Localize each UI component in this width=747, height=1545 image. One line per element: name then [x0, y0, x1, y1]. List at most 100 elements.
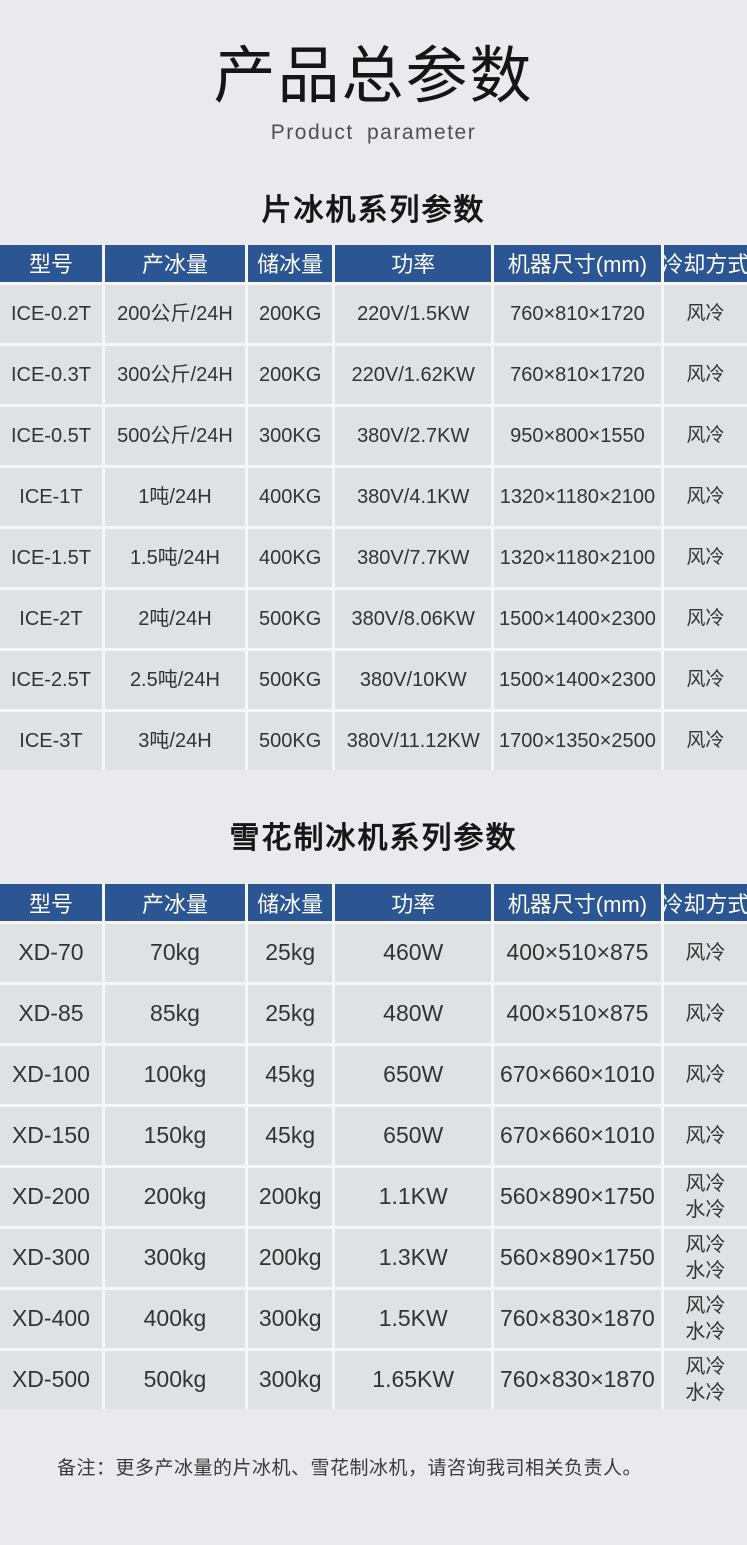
- production-column-header: 产冰量: [104, 244, 246, 282]
- cooling-cell: 风冷 水冷: [663, 1351, 747, 1410]
- cooling-cell: 风冷: [663, 1046, 747, 1105]
- storage-cell: 200KG: [248, 345, 333, 404]
- dimensions-cell: 760×810×1720: [494, 345, 661, 404]
- dimensions-column-header: 机器尺寸(mm): [494, 884, 661, 922]
- power-cell: 1.65KW: [335, 1351, 492, 1410]
- cooling-cell: 风冷: [663, 711, 747, 770]
- production-cell: 300kg: [104, 1229, 246, 1288]
- power-cell: 1.3KW: [335, 1229, 492, 1288]
- cooling-cell: 风冷: [663, 467, 747, 526]
- cooling-cell: 风冷: [663, 345, 747, 404]
- model-column-header: 型号: [0, 244, 102, 282]
- dimensions-cell: 560×890×1750: [494, 1168, 661, 1227]
- dimensions-cell: 760×830×1870: [494, 1290, 661, 1349]
- cooling-cell: 风冷: [663, 985, 747, 1044]
- dimensions-cell: 1320×1180×2100: [494, 467, 661, 526]
- storage-cell: 200KG: [248, 284, 333, 343]
- model-cell: XD-70: [0, 924, 102, 983]
- power-cell: 380V/2.7KW: [335, 406, 492, 465]
- storage-cell: 200kg: [248, 1168, 333, 1227]
- model-cell: ICE-2.5T: [0, 650, 102, 709]
- power-cell: 460W: [335, 924, 492, 983]
- production-cell: 1吨/24H: [104, 467, 246, 526]
- cooling-cell: 风冷: [663, 589, 747, 648]
- model-cell: XD-85: [0, 985, 102, 1044]
- flake-ice-section: 片冰机系列参数 型号 产冰量 储冰量 功率 机器尺寸(mm) 冷却方式 ICE-0.2T 20…: [0, 194, 747, 770]
- model-cell: ICE-0.3T: [0, 345, 102, 404]
- page: 产品总参数 Product parameter 片冰机系列参数 型号 产冰量 储冰量…: [0, 42, 747, 1480]
- model-column-header: 型号: [0, 884, 102, 922]
- storage-column-header: 储冰量: [248, 884, 333, 922]
- snowflake-ice-section-heading: 雪花制冰机系列参数: [229, 821, 518, 855]
- production-cell: 3吨/24H: [104, 711, 246, 770]
- power-cell: 220V/1.5KW: [335, 284, 492, 343]
- production-cell: 70kg: [104, 924, 246, 983]
- cooling-cell: 风冷: [663, 924, 747, 983]
- production-cell: 150kg: [104, 1107, 246, 1166]
- storage-cell: 25kg: [248, 924, 333, 983]
- production-cell: 2吨/24H: [104, 589, 246, 648]
- production-cell: 200公斤/24H: [104, 284, 246, 343]
- storage-cell: 45kg: [248, 1046, 333, 1105]
- production-cell: 2.5吨/24H: [104, 650, 246, 709]
- power-cell: 380V/8.06KW: [335, 589, 492, 648]
- power-cell: 1.1KW: [335, 1168, 492, 1227]
- production-cell: 85kg: [104, 985, 246, 1044]
- model-cell: ICE-1T: [0, 467, 102, 526]
- power-cell: 380V/11.12KW: [335, 711, 492, 770]
- storage-cell: 500KG: [248, 711, 333, 770]
- cooling-cell: 风冷 水冷: [663, 1229, 747, 1288]
- cooling-cell: 风冷 水冷: [663, 1290, 747, 1349]
- production-cell: 300公斤/24H: [104, 345, 246, 404]
- dimensions-cell: 1700×1350×2500: [494, 711, 661, 770]
- cooling-cell: 风冷: [663, 284, 747, 343]
- storage-cell: 200kg: [248, 1229, 333, 1288]
- production-cell: 1.5吨/24H: [104, 528, 246, 587]
- cooling-cell: 风冷 水冷: [663, 1168, 747, 1227]
- storage-cell: 300kg: [248, 1290, 333, 1349]
- model-cell: XD-400: [0, 1290, 102, 1349]
- power-column-header: 功率: [335, 244, 492, 282]
- model-cell: XD-150: [0, 1107, 102, 1166]
- cooling-cell: 风冷: [663, 528, 747, 587]
- storage-cell: 300KG: [248, 406, 333, 465]
- page-title: 产品总参数: [213, 42, 534, 111]
- power-cell: 650W: [335, 1107, 492, 1166]
- dimensions-cell: 400×510×875: [494, 924, 661, 983]
- power-cell: 1.5KW: [335, 1290, 492, 1349]
- production-cell: 500公斤/24H: [104, 406, 246, 465]
- storage-column-header: 储冰量: [248, 244, 333, 282]
- production-column-header: 产冰量: [104, 884, 246, 922]
- power-cell: 220V/1.62KW: [335, 345, 492, 404]
- storage-cell: 400KG: [248, 528, 333, 587]
- model-cell: ICE-2T: [0, 589, 102, 648]
- storage-cell: 25kg: [248, 985, 333, 1044]
- storage-cell: 300kg: [248, 1351, 333, 1410]
- storage-cell: 500KG: [248, 650, 333, 709]
- storage-cell: 45kg: [248, 1107, 333, 1166]
- dimensions-cell: 670×660×1010: [494, 1107, 661, 1166]
- remark-note: 备注：更多产冰量的片冰机、雪花制冰机，请咨询我司相关负责人。: [57, 1458, 643, 1480]
- cooling-cell: 风冷: [663, 406, 747, 465]
- cooling-cell: 风冷: [663, 1107, 747, 1166]
- power-cell: 480W: [335, 985, 492, 1044]
- production-cell: 400kg: [104, 1290, 246, 1349]
- model-cell: ICE-1.5T: [0, 528, 102, 587]
- power-column-header: 功率: [335, 884, 492, 922]
- storage-cell: 400KG: [248, 467, 333, 526]
- production-cell: 200kg: [104, 1168, 246, 1227]
- model-cell: XD-300: [0, 1229, 102, 1288]
- model-cell: XD-200: [0, 1168, 102, 1227]
- production-cell: 500kg: [104, 1351, 246, 1410]
- model-cell: ICE-0.2T: [0, 284, 102, 343]
- model-cell: XD-500: [0, 1351, 102, 1410]
- dimensions-cell: 1500×1400×2300: [494, 589, 661, 648]
- page-subtitle: Product parameter: [270, 121, 477, 145]
- cooling-column-header: 冷却方式: [663, 244, 747, 282]
- power-cell: 650W: [335, 1046, 492, 1105]
- dimensions-cell: 760×810×1720: [494, 284, 661, 343]
- model-cell: ICE-3T: [0, 711, 102, 770]
- flake-ice-table: 型号 产冰量 储冰量 功率 机器尺寸(mm) 冷却方式 ICE-0.2T 200公斤/24H 2…: [0, 244, 747, 770]
- dimensions-cell: 560×890×1750: [494, 1229, 661, 1288]
- power-cell: 380V/7.7KW: [335, 528, 492, 587]
